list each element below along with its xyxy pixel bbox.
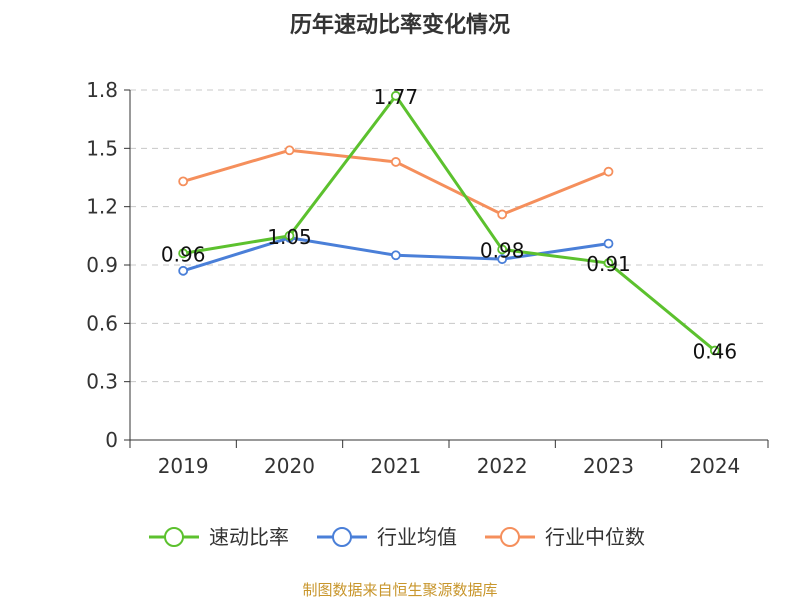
source-note: 制图数据来自恒生聚源数据库 — [302, 581, 497, 599]
legend-marker — [332, 527, 352, 547]
y-tick-label: 1.5 — [86, 136, 118, 160]
data-label: 0.98 — [480, 238, 525, 262]
data-point[interactable] — [603, 238, 614, 249]
data-point[interactable] — [709, 345, 720, 356]
series-0 — [178, 90, 720, 356]
data-label: 0.46 — [693, 340, 738, 364]
legend-item-0[interactable]: 速动比率 — [149, 525, 289, 549]
data-point[interactable] — [603, 258, 614, 268]
legend-marker — [164, 527, 184, 547]
legend-marker — [500, 527, 520, 547]
legend[interactable]: 速动比率 行业均值 行业中位数 — [149, 525, 645, 549]
data-label: 0.91 — [586, 252, 631, 276]
y-tick-label: 1.2 — [86, 195, 118, 219]
data-point[interactable] — [178, 248, 189, 259]
data-point[interactable] — [497, 254, 508, 265]
data-point[interactable] — [284, 145, 295, 156]
data-label: 1.05 — [267, 225, 312, 249]
series-line — [181, 94, 717, 353]
series-2 — [178, 145, 614, 220]
y-tick-label: 0.3 — [86, 370, 118, 394]
data-point[interactable] — [497, 244, 508, 255]
data-point[interactable] — [390, 90, 401, 101]
data-point[interactable] — [497, 209, 508, 220]
x-tick-label: 2021 — [370, 454, 421, 478]
data-point[interactable] — [284, 230, 295, 241]
legend-item-1[interactable]: 行业均值 — [317, 525, 457, 549]
x-tick-label: 2020 — [264, 454, 315, 478]
data-labels: 0.96 1.05 1.77 0.98 0.91 0.46 — [161, 85, 737, 364]
chart-title: 历年速动比率变化情况 — [290, 12, 510, 38]
legend-label: 行业均值 — [377, 525, 457, 549]
y-tick-label: 0.9 — [86, 253, 118, 277]
series-lines — [178, 90, 720, 356]
x-tick-label: 2024 — [689, 454, 740, 478]
data-point[interactable] — [178, 176, 189, 187]
data-label: 0.96 — [161, 242, 206, 266]
grid-lines — [130, 89, 768, 383]
y-tick-label: 0 — [105, 428, 118, 452]
data-point[interactable] — [390, 250, 401, 261]
legend-label: 行业中位数 — [545, 525, 645, 549]
legend-item-2[interactable]: 行业中位数 — [485, 525, 645, 549]
legend-label: 速动比率 — [209, 525, 289, 549]
y-tick-label: 1.8 — [86, 78, 118, 102]
x-tick-label: 2019 — [158, 454, 209, 478]
x-tick-label: 2023 — [583, 454, 634, 478]
data-point[interactable] — [178, 265, 189, 276]
data-point[interactable] — [390, 157, 401, 167]
data-point[interactable] — [603, 166, 614, 177]
data-label: 1.77 — [374, 85, 419, 109]
y-tick-label: 0.6 — [86, 311, 118, 335]
axes: 0 0.3 0.6 0.9 1.2 1.5 1.8 2019 2020 2021 2022 2023 2… — [86, 78, 769, 478]
x-tick-label: 2022 — [477, 454, 528, 478]
